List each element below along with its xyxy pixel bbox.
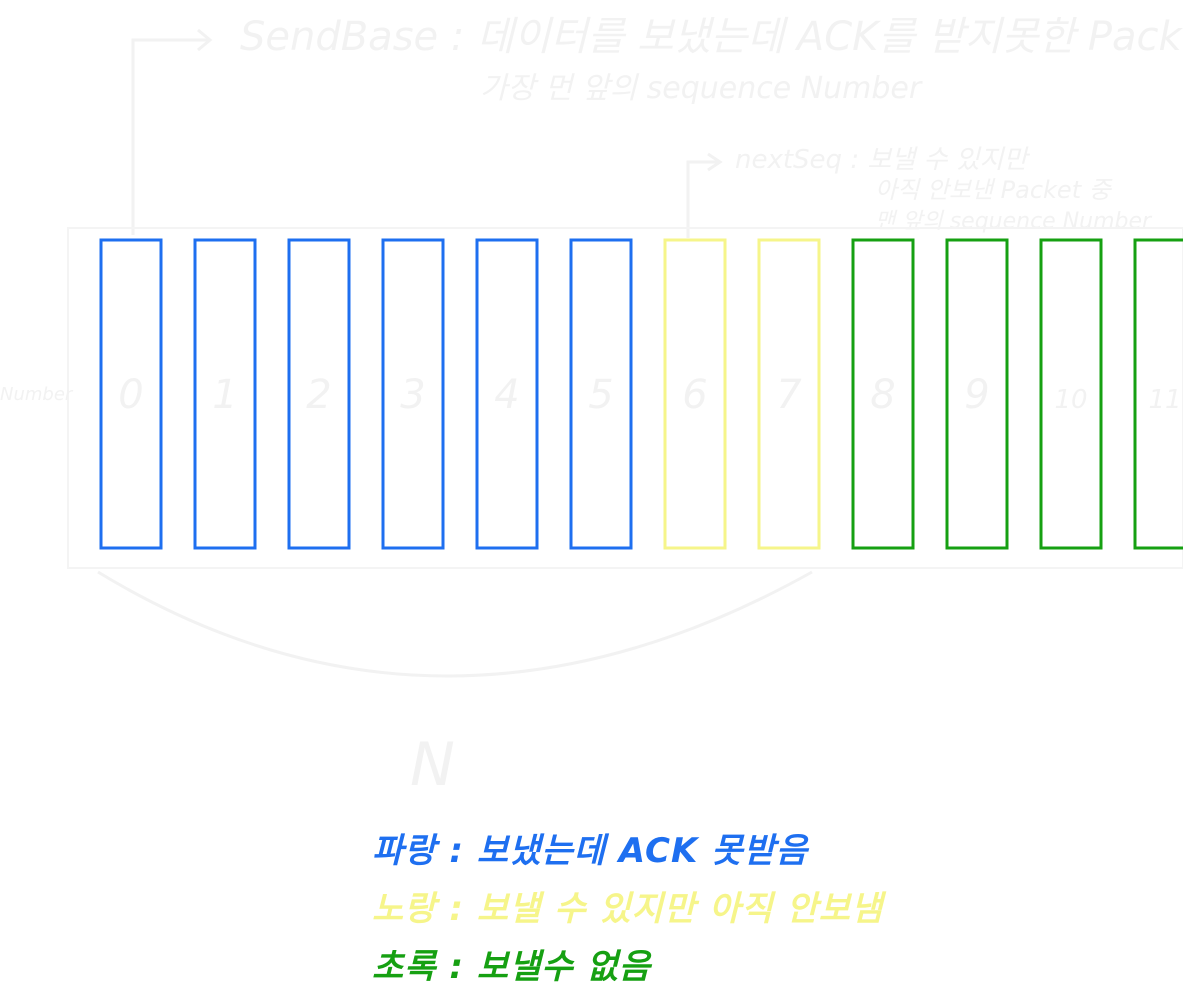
- packet-box-4: [475, 238, 539, 550]
- packet-box-7: [757, 238, 821, 550]
- send-base-label-line1: SendBase : 데이터를 보냈는데 ACK를 받지못한 Packet 중: [240, 14, 1183, 60]
- packet-box-10: [1039, 238, 1103, 550]
- faint-annotations: SendBase : 데이터를 보냈는데 ACK를 받지못한 Packet 중 …: [0, 14, 1183, 800]
- legend-yellow: 노랑 : 보낼 수 있지만 아직 안보냄: [372, 888, 884, 929]
- packet-box-5: [569, 238, 633, 550]
- next-seq-arrow: [686, 152, 723, 238]
- window-brace: [97, 570, 813, 678]
- next-seq-label-line2: 아직 안보낸 Packet 중: [875, 176, 1113, 204]
- packet-number-8: 8: [870, 372, 895, 418]
- packet-number-10: 10: [1054, 385, 1087, 415]
- packet-number-11: 11: [1148, 385, 1181, 415]
- packet-number-1: 1: [212, 372, 237, 418]
- packet-box-1: [193, 238, 257, 550]
- packet-number-4: 4: [494, 372, 519, 418]
- window-frame: [67, 227, 1183, 569]
- packet-box-9: [945, 238, 1009, 550]
- packet-number-2: 2: [306, 372, 331, 418]
- packet-row: 0 1 2 3 4 5 6 7 8 9 10 11: [99, 238, 1183, 550]
- packet-box-6: [663, 238, 727, 550]
- legend-blue: 파랑 : 보냈는데 ACK 못받음: [372, 830, 809, 871]
- packet-box-3: [381, 238, 445, 550]
- packet-number-9: 9: [964, 372, 989, 418]
- packet-box-2: [287, 238, 351, 550]
- legend: 파랑 : 보냈는데 ACK 못받음 노랑 : 보낼 수 있지만 아직 안보냄 초…: [372, 818, 992, 992]
- send-base-label-line2: 가장 먼 앞의 sequence Number: [480, 71, 923, 106]
- packet-number-5: 5: [588, 372, 613, 418]
- packet-box-11: [1133, 238, 1183, 550]
- packet-number-6: 6: [682, 372, 707, 418]
- row-label: Number: [0, 384, 74, 405]
- packet-box-8: [851, 238, 915, 550]
- packet-number-3: 3: [400, 372, 425, 418]
- next-seq-label-line3: 맨 앞의 sequence Number: [875, 209, 1153, 234]
- send-base-arrow: [131, 28, 213, 235]
- packet-number-0: 0: [118, 372, 143, 418]
- packet-box-0: [99, 238, 163, 550]
- window-size-label: N: [410, 730, 455, 800]
- legend-green: 초록 : 보낼수 없음: [372, 946, 652, 987]
- next-seq-label-line1: nextSeq : 보낼 수 있지만: [735, 145, 1030, 175]
- packet-number-7: 7: [776, 372, 802, 418]
